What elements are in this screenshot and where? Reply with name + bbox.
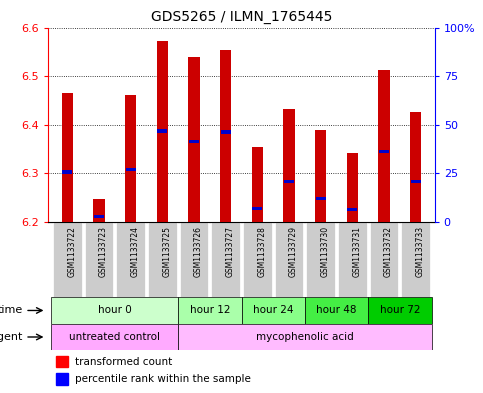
Text: agent: agent [0, 332, 23, 342]
Bar [220, 50, 231, 222]
Bar [347, 208, 357, 211]
Bar [242, 297, 305, 324]
Bar [157, 129, 167, 133]
FancyBboxPatch shape [148, 222, 177, 297]
FancyBboxPatch shape [212, 222, 240, 297]
FancyBboxPatch shape [401, 222, 430, 297]
Bar [379, 70, 390, 222]
Text: hour 24: hour 24 [253, 305, 293, 316]
Bar [347, 154, 358, 222]
Text: GSM1133731: GSM1133731 [353, 226, 361, 277]
Bar [62, 93, 73, 222]
FancyBboxPatch shape [338, 222, 367, 297]
Bar [189, 140, 199, 143]
Text: hour 72: hour 72 [380, 305, 420, 316]
FancyBboxPatch shape [243, 222, 271, 297]
Text: hour 48: hour 48 [316, 305, 357, 316]
Bar [305, 297, 368, 324]
Bar [178, 324, 431, 350]
Bar [221, 130, 231, 134]
Text: GSM1133726: GSM1133726 [194, 226, 203, 277]
Bar [315, 130, 326, 222]
Text: GSM1133727: GSM1133727 [226, 226, 235, 277]
FancyBboxPatch shape [180, 222, 208, 297]
Bar [178, 297, 242, 324]
Text: hour 12: hour 12 [190, 305, 230, 316]
Text: GSM1133723: GSM1133723 [99, 226, 108, 277]
Bar [56, 356, 68, 367]
Text: GSM1133722: GSM1133722 [67, 226, 76, 277]
Bar [94, 215, 104, 218]
FancyBboxPatch shape [53, 222, 82, 297]
Bar [252, 147, 263, 222]
Bar [52, 297, 178, 324]
FancyBboxPatch shape [306, 222, 335, 297]
Bar [411, 180, 421, 184]
FancyBboxPatch shape [275, 222, 303, 297]
Bar [93, 199, 104, 222]
Bar [284, 180, 294, 184]
Bar [379, 150, 389, 153]
Bar [410, 112, 421, 222]
Bar [62, 170, 72, 174]
Text: untreated control: untreated control [70, 332, 160, 342]
Bar [368, 297, 431, 324]
Bar [157, 40, 168, 222]
Bar [52, 324, 178, 350]
FancyBboxPatch shape [370, 222, 398, 297]
Bar [188, 57, 199, 222]
Title: GDS5265 / ILMN_1765445: GDS5265 / ILMN_1765445 [151, 10, 332, 24]
Text: GSM1133725: GSM1133725 [162, 226, 171, 277]
Text: GSM1133724: GSM1133724 [130, 226, 140, 277]
Text: GSM1133729: GSM1133729 [289, 226, 298, 277]
FancyBboxPatch shape [116, 222, 145, 297]
Text: time: time [0, 305, 23, 316]
Bar [252, 207, 262, 210]
Text: GSM1133733: GSM1133733 [416, 226, 425, 277]
Text: GSM1133730: GSM1133730 [321, 226, 330, 277]
Text: mycophenolic acid: mycophenolic acid [256, 332, 354, 342]
Bar [56, 373, 68, 385]
Text: hour 0: hour 0 [98, 305, 132, 316]
Text: GSM1133732: GSM1133732 [384, 226, 393, 277]
Bar [125, 95, 136, 222]
Bar [316, 197, 326, 200]
FancyBboxPatch shape [85, 222, 113, 297]
Bar [284, 109, 295, 222]
Text: percentile rank within the sample: percentile rank within the sample [75, 374, 251, 384]
Bar [126, 168, 136, 171]
Text: transformed count: transformed count [75, 356, 172, 367]
Text: GSM1133728: GSM1133728 [257, 226, 266, 277]
